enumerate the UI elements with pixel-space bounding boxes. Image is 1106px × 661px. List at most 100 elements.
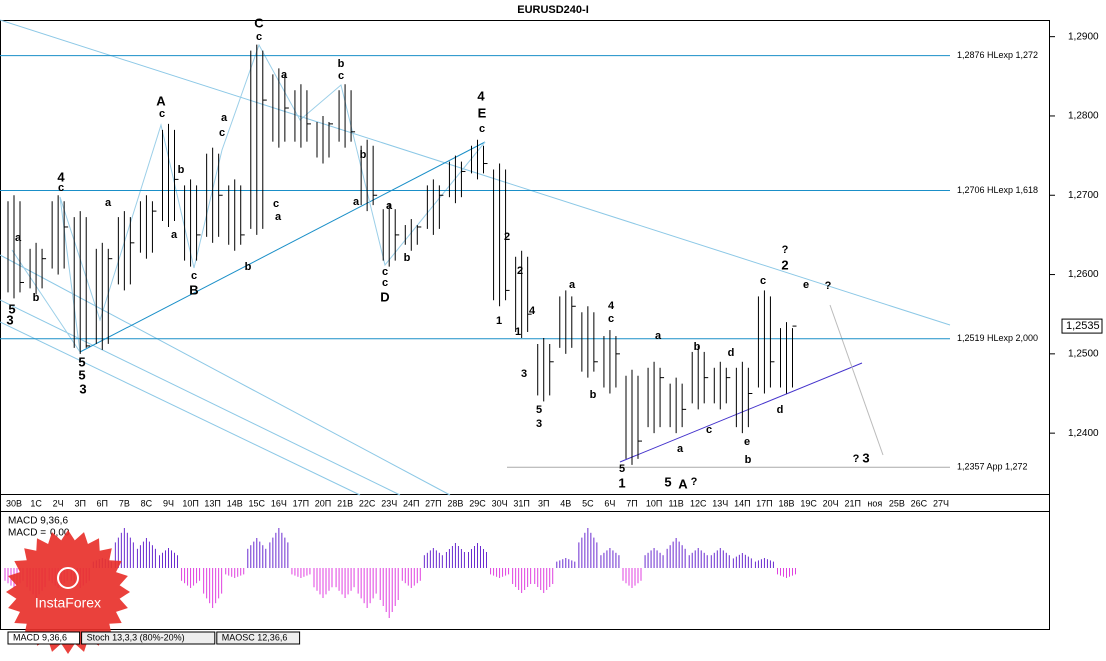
y-tick-label: 1,2400 <box>1068 428 1099 439</box>
projection-line <box>829 304 884 456</box>
x-tick-label: 3П <box>538 498 549 508</box>
chart-title: EURUSD240-I <box>517 4 589 16</box>
x-tick-label: 21В <box>337 498 353 508</box>
wave-label: 5 <box>78 367 85 382</box>
wave-label: ? <box>691 476 698 488</box>
macd-panel <box>0 511 1050 630</box>
wave-label: 3 <box>862 450 869 465</box>
wave-label: c <box>382 277 388 289</box>
y-tick-label: 1,2700 <box>1068 190 1099 201</box>
wave-label: a <box>677 443 684 455</box>
wave-label: c <box>479 123 485 135</box>
level-label: 1,2519 HLexp 2,000 <box>957 333 1038 343</box>
x-tick-label: 26С <box>911 498 928 508</box>
wave-label: c <box>706 424 712 436</box>
wave-label: C <box>254 15 264 30</box>
wave-label: A <box>678 476 688 491</box>
x-tick-label: 31П <box>513 498 529 508</box>
x-tick-label: 20П <box>315 498 331 508</box>
wave-label: a <box>569 279 576 291</box>
wave-label: 5 <box>8 301 15 316</box>
macd-current: 0,00 <box>50 528 70 539</box>
wave-label: e <box>803 279 809 291</box>
wave-label: 4 <box>608 300 615 312</box>
x-tick-label: 30Ч <box>492 498 508 508</box>
wave-label: b <box>33 292 40 304</box>
wave-label: ? <box>825 280 832 292</box>
wave-label: 1 <box>618 475 625 490</box>
x-tick-label: 10П <box>646 498 662 508</box>
x-tick-label: 21П <box>844 498 860 508</box>
x-tick-label: 9Ч <box>163 498 174 508</box>
wave-label: 5 <box>536 404 542 416</box>
macd-current-prefix: MACD = <box>8 528 46 539</box>
x-tick-label: 17П <box>756 498 772 508</box>
wave-label: 4 <box>57 169 65 184</box>
wave-label: 2 <box>781 257 788 272</box>
x-tick-label: 27П <box>425 498 441 508</box>
logo-badge <box>6 530 130 654</box>
wave-label: c <box>608 313 614 325</box>
trend-line <box>0 19 951 326</box>
wave-label: 1 <box>496 315 502 327</box>
macd-title: MACD 9,36,6 <box>8 516 68 527</box>
x-tick-label: 13Ч <box>712 498 728 508</box>
wave-label: b <box>245 261 252 273</box>
x-tick-label: 25В <box>889 498 905 508</box>
indicator-tab-label[interactable]: MAOSC 12,36,6 <box>222 632 288 642</box>
last-price-box <box>1061 318 1103 334</box>
x-tick-label: 10П <box>182 498 198 508</box>
wave-label: b <box>590 389 597 401</box>
wave-label: 3 <box>6 312 13 327</box>
x-tick-label: ноя <box>867 498 882 508</box>
wave-label: a <box>15 232 22 244</box>
indicator-tab <box>81 631 216 645</box>
x-tick-label: 27Ч <box>933 498 949 508</box>
last-price-label: 1,2535 <box>1066 320 1100 332</box>
x-tick-label: 11В <box>668 498 683 508</box>
trend-line <box>0 254 451 496</box>
wave-label: B <box>189 282 198 297</box>
wave-label: E <box>478 105 487 120</box>
y-tick-label: 1,2500 <box>1068 348 1099 359</box>
x-tick-label: 8С <box>141 498 153 508</box>
x-tick-label: 7П <box>626 498 637 508</box>
wave-label: b <box>404 252 411 264</box>
wave-label: c <box>159 108 165 120</box>
x-tick-label: 22С <box>359 498 376 508</box>
wave-label: 4 <box>529 305 536 317</box>
wave-label: 5 <box>78 354 85 369</box>
y-tick-label: 1,2600 <box>1068 269 1099 280</box>
x-tick-label: 14П <box>734 498 750 508</box>
y-tick-label: 1,2800 <box>1068 111 1099 122</box>
wave-label: c <box>191 270 197 282</box>
wave-label: 3 <box>79 381 86 396</box>
indicator-tab-label[interactable]: MACD 9,36,6 <box>13 632 67 642</box>
wave-label: c <box>273 198 279 210</box>
wave-label: a <box>275 211 282 223</box>
x-tick-label: 23Ч <box>381 498 397 508</box>
x-tick-label: 28В <box>447 498 463 508</box>
wave-label: 1 <box>515 326 521 338</box>
level-label: 1,2706 HLexp 1,618 <box>957 185 1038 195</box>
indicator-tab-label[interactable]: Stoch 13,3,3 (80%-20%) <box>87 632 185 642</box>
wave-path <box>11 43 486 353</box>
x-tick-label: 2Ч <box>53 498 64 508</box>
wave-label: c <box>338 70 344 82</box>
level-label: 1,2357 App 1,272 <box>957 462 1028 472</box>
logo-text: InstaForex <box>35 595 101 611</box>
trend-line <box>0 321 361 496</box>
x-tick-label: 1С <box>30 498 42 508</box>
wave-label: d <box>777 404 784 416</box>
wave-label: b <box>360 149 367 161</box>
wave-label: ? <box>853 453 860 465</box>
x-tick-label: 14В <box>227 498 243 508</box>
wave-label: 2 <box>517 265 523 277</box>
wave-label: a <box>105 197 112 209</box>
indicator-tab <box>7 631 81 645</box>
wave-label: 5 <box>619 463 625 475</box>
wave-label: 5 <box>664 474 671 489</box>
wave-label: a <box>655 330 662 342</box>
wave-label: a <box>221 112 228 124</box>
trend-line <box>619 362 863 463</box>
